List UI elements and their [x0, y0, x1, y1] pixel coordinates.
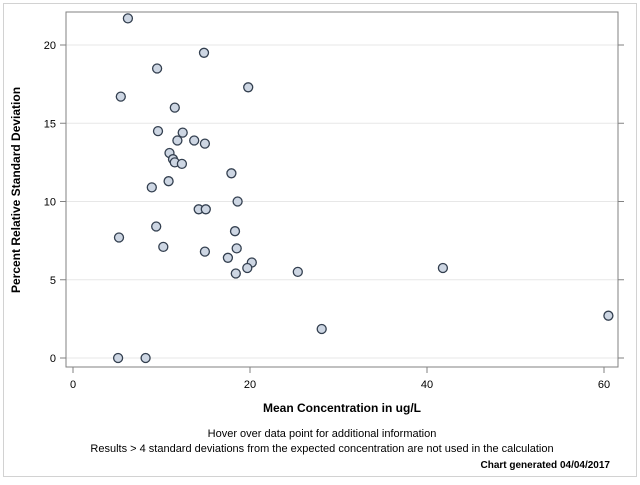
data-point[interactable]	[198, 47, 210, 58]
x-axis-label: Mean Concentration in ug/L	[263, 401, 421, 415]
x-tick-label: 0	[70, 379, 76, 391]
tick-labels: 0 5 10 15 20 0 20 40 60	[44, 40, 610, 391]
data-point[interactable]	[152, 125, 164, 137]
figure-border	[3, 3, 637, 477]
gridlines	[66, 44, 618, 359]
plot-frame	[65, 11, 619, 368]
tick-marks	[60, 44, 624, 373]
data-point[interactable]	[230, 268, 241, 279]
y-tick-label: 0	[50, 353, 56, 365]
data-point[interactable]	[146, 182, 157, 193]
y-tick-label: 5	[50, 275, 56, 287]
hover-instruction-caption: Hover over data point for additional inf…	[208, 428, 437, 440]
data-point[interactable]	[437, 262, 449, 274]
data-point[interactable]	[112, 352, 124, 364]
data-point[interactable]	[222, 252, 234, 263]
data-point[interactable]	[200, 204, 211, 215]
exclusion-rule-caption: Results > 4 standard deviations from the…	[90, 443, 553, 455]
data-point[interactable]	[242, 262, 253, 274]
y-axis-label: Percent Relative Standard Deviation	[9, 87, 23, 293]
x-tick-label: 40	[421, 379, 433, 391]
data-point[interactable]	[199, 246, 211, 257]
y-tick-label: 15	[44, 118, 56, 130]
data-point[interactable]	[151, 221, 162, 232]
data-point[interactable]	[232, 196, 243, 207]
x-tick-label: 60	[598, 379, 610, 391]
data-point[interactable]	[226, 168, 237, 179]
data-point[interactable]	[122, 13, 134, 24]
data-point[interactable]	[603, 310, 614, 321]
y-tick-label: 20	[44, 40, 56, 52]
data-point[interactable]	[172, 135, 183, 146]
data-point-layer	[112, 13, 614, 364]
data-point[interactable]	[316, 323, 327, 335]
data-point[interactable]	[199, 138, 211, 149]
data-point[interactable]	[231, 243, 242, 254]
data-point[interactable]	[229, 226, 241, 237]
data-point[interactable]	[140, 352, 151, 364]
data-point[interactable]	[169, 102, 180, 113]
data-point[interactable]	[176, 158, 188, 170]
chart-generated-timestamp: Chart generated 04/04/2017	[480, 460, 610, 471]
data-point[interactable]	[177, 127, 188, 138]
data-point[interactable]	[113, 232, 125, 243]
data-point[interactable]	[292, 266, 303, 278]
data-point[interactable]	[158, 241, 169, 253]
data-point[interactable]	[115, 91, 126, 102]
data-point[interactable]	[151, 63, 163, 74]
data-point[interactable]	[163, 176, 174, 187]
y-tick-label: 10	[44, 197, 56, 209]
data-point[interactable]	[243, 82, 254, 93]
x-tick-label: 20	[244, 379, 256, 391]
data-point[interactable]	[189, 135, 200, 146]
